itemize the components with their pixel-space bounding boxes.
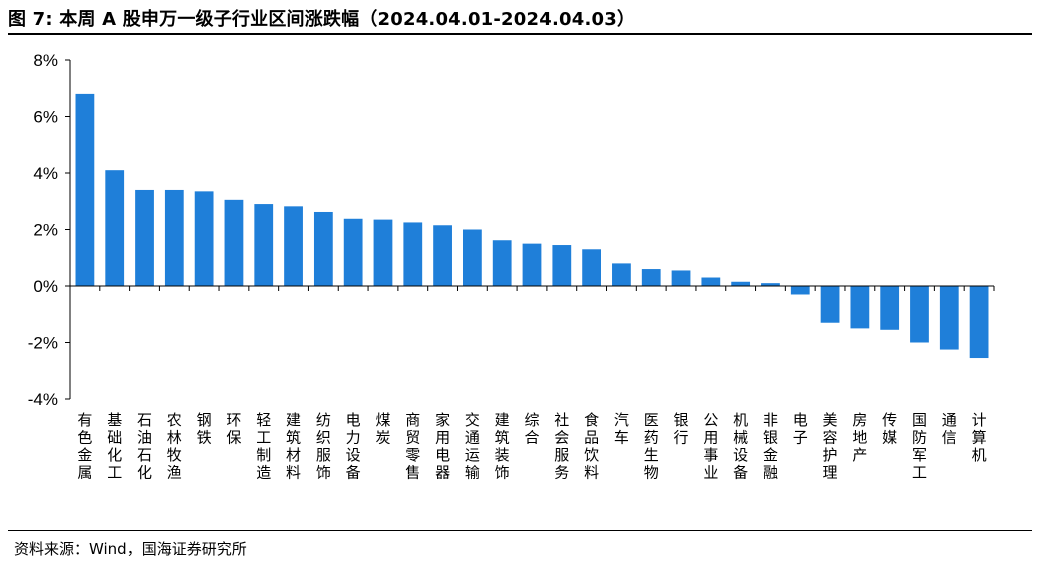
x-category-label: 社会服务: [554, 411, 569, 482]
x-category-label: 煤炭: [375, 411, 390, 447]
x-category-label: 环保: [226, 411, 241, 447]
x-category-label: 公用事业: [703, 411, 718, 482]
bar-20: [671, 270, 691, 286]
bar-17: [582, 249, 601, 286]
y-tick-label: 0%: [33, 277, 58, 296]
x-category-label: 银行: [674, 411, 689, 447]
bar-7: [284, 206, 303, 286]
x-category-label: 非银金融: [763, 411, 778, 482]
bar-25: [820, 286, 840, 323]
bar-5: [224, 199, 244, 286]
x-category-label: 食品饮料: [584, 411, 599, 482]
chart-title: 图 7: 本周 A 股申万一级子行业区间涨跌幅（2024.04.01-2024.…: [8, 9, 636, 30]
title-divider: [8, 33, 1032, 35]
bar-29: [939, 286, 959, 350]
x-category-label: 电力设备: [346, 411, 361, 482]
x-category-label: 钢铁: [197, 411, 212, 447]
bar-15: [522, 243, 542, 287]
x-category-label: 纺织服饰: [316, 411, 331, 482]
bar-16: [552, 245, 572, 286]
bar-chart: -4% -2% 0% 2% 4% 6% 8% 有色金属基础化工石油石化农林牧渔钢铁环保轻工制…: [28, 51, 995, 482]
x-category-label: 建筑材料: [286, 411, 301, 482]
x-category-label: 有色金属: [77, 411, 92, 482]
x-category-label: 传媒: [882, 411, 897, 447]
x-category-label: 电子: [793, 411, 808, 447]
y-tick-label: -2%: [28, 334, 58, 353]
x-category-label: 基础化工: [107, 411, 122, 482]
x-category-label: 商贸零售: [405, 411, 420, 482]
bar-8: [313, 211, 333, 286]
x-axis: [69, 285, 995, 291]
bar-14: [492, 240, 512, 286]
x-category-label: 机械设备: [733, 411, 748, 482]
x-category-label: 计算机: [972, 411, 987, 464]
x-category-label: 石油石化: [137, 411, 152, 482]
bar-28: [910, 286, 929, 343]
bars: [75, 93, 989, 359]
y-tick-label: 6%: [33, 108, 58, 127]
x-category-label: 家用电器: [435, 411, 450, 482]
bar-23: [761, 283, 780, 286]
x-category-label: 轻工制造: [256, 411, 271, 482]
footer-divider: [8, 530, 1032, 531]
x-category-label: 农林牧渔: [167, 411, 182, 482]
x-category-label: 综合: [524, 411, 539, 447]
bar-6: [254, 204, 274, 286]
bar-1: [105, 170, 125, 286]
bar-30: [969, 286, 989, 359]
source-note: 资料来源：Wind，国海证券研究所: [14, 540, 247, 558]
bar-9: [343, 218, 363, 286]
bar-13: [463, 229, 482, 286]
bar-21: [701, 277, 721, 286]
y-tick-label: 4%: [33, 164, 58, 183]
bar-26: [850, 286, 870, 329]
bar-22: [731, 281, 751, 286]
y-tick-label: 8%: [33, 51, 58, 70]
bar-19: [641, 269, 661, 286]
bar-27: [880, 286, 900, 330]
x-category-label: 国防军工: [912, 411, 927, 482]
bar-11: [403, 222, 423, 286]
y-axis: -4% -2% 0% 2% 4% 6% 8%: [28, 51, 71, 409]
bar-12: [433, 225, 452, 286]
bar-4: [194, 191, 214, 286]
bar-0: [75, 93, 95, 287]
bar-10: [373, 219, 393, 286]
y-tick-label: -4%: [28, 390, 58, 409]
x-category-label: 通信: [942, 411, 957, 447]
x-category-label: 汽车: [614, 411, 629, 447]
x-category-label: 房地产: [852, 411, 867, 464]
bar-2: [135, 189, 154, 286]
x-category-label: 美容护理: [823, 411, 838, 482]
x-category-label: 医药生物: [644, 411, 659, 482]
x-axis-labels: 有色金属基础化工石油石化农林牧渔钢铁环保轻工制造建筑材料纺织服饰电力设备煤炭商贸…: [77, 411, 986, 482]
y-tick-label: 2%: [33, 221, 58, 240]
bar-3: [164, 189, 184, 286]
bar-18: [612, 263, 631, 286]
bar-24: [790, 286, 810, 295]
x-category-label: 交通运输: [465, 411, 480, 482]
x-category-label: 建筑装饰: [495, 411, 510, 482]
